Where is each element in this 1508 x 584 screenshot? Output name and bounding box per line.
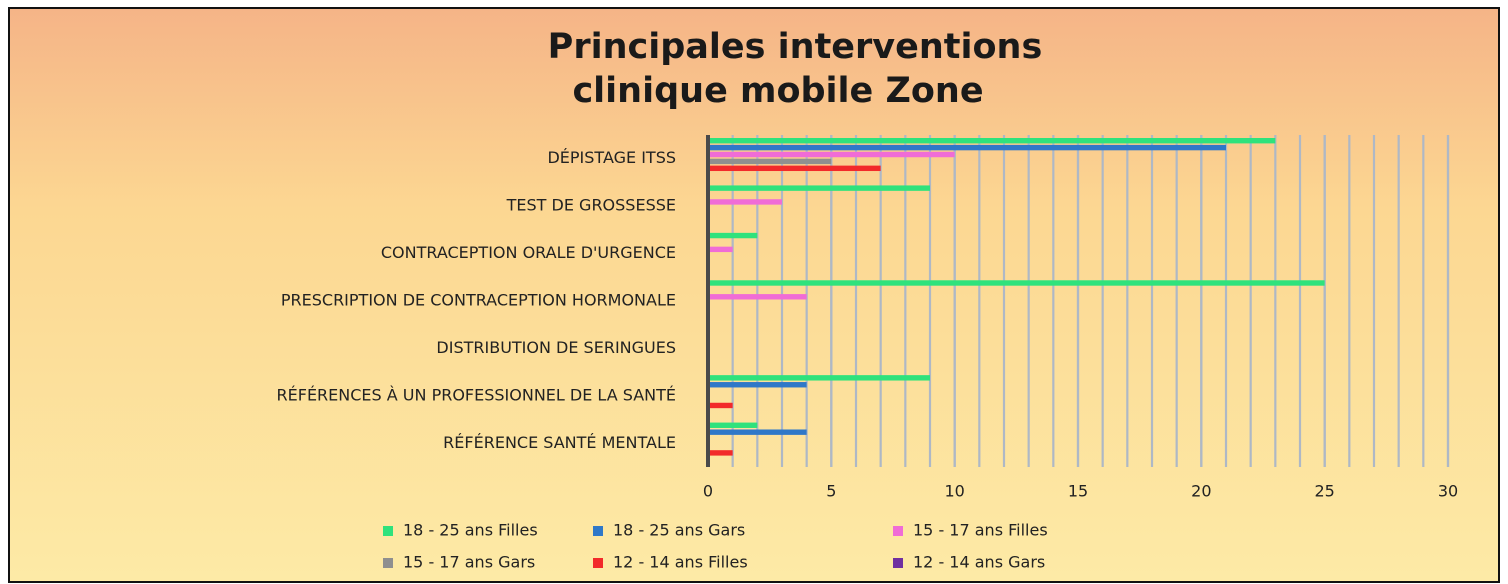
legend-swatch [383, 558, 393, 568]
bar [708, 185, 930, 191]
legend-label: 15 - 17 ans Gars [403, 553, 535, 572]
x-tick-label: 15 [1068, 482, 1088, 501]
chart-title: Principales interventions [548, 27, 1043, 67]
bar [708, 246, 733, 253]
legend-label: 18 - 25 ans Filles [403, 521, 538, 540]
x-tick-label: 0 [703, 482, 713, 501]
x-tick-label: 30 [1438, 482, 1458, 501]
bar [708, 450, 733, 456]
bar [708, 402, 733, 409]
bar [708, 138, 1276, 144]
y-tick-label: DISTRIBUTION DE SERINGUES [436, 338, 676, 357]
bar [708, 144, 1226, 151]
y-tick-label: RÉFÉRENCES À UN PROFESSIONNEL DE LA SANT… [277, 385, 676, 404]
y-tick-label: RÉFÉRENCE SANTÉ MENTALE [443, 433, 676, 452]
chart-title: clinique mobile Zone [572, 71, 983, 111]
legend-swatch [593, 526, 603, 536]
bar [708, 232, 758, 239]
legend-label: 12 - 14 ans Filles [613, 553, 748, 572]
bar [708, 151, 955, 158]
bar [708, 429, 807, 435]
legend-swatch [383, 526, 393, 536]
legend-swatch [893, 558, 903, 568]
bar [708, 382, 807, 388]
y-tick-label: TEST DE GROSSESSE [506, 196, 676, 215]
legend-label: 15 - 17 ans Filles [913, 521, 1048, 540]
bar [708, 158, 832, 165]
y-tick-label: CONTRACEPTION ORALE D'URGENCE [381, 243, 676, 262]
bar [708, 375, 930, 381]
legend-label: 18 - 25 ans Gars [613, 521, 745, 540]
bar [708, 422, 758, 428]
legend-label: 12 - 14 ans Gars [913, 553, 1045, 572]
bar [708, 165, 881, 172]
y-tick-label: DÉPISTAGE ITSS [547, 148, 676, 167]
y-tick-label: PRESCRIPTION DE CONTRACEPTION HORMONALE [281, 291, 676, 310]
x-tick-label: 20 [1191, 482, 1211, 501]
legend-swatch [893, 526, 903, 536]
bar [708, 199, 782, 205]
legend-swatch [593, 558, 603, 568]
bar [708, 294, 807, 300]
x-tick-label: 5 [826, 482, 836, 501]
bar [708, 280, 1325, 286]
x-tick-label: 25 [1314, 482, 1334, 501]
x-tick-label: 10 [944, 482, 964, 501]
